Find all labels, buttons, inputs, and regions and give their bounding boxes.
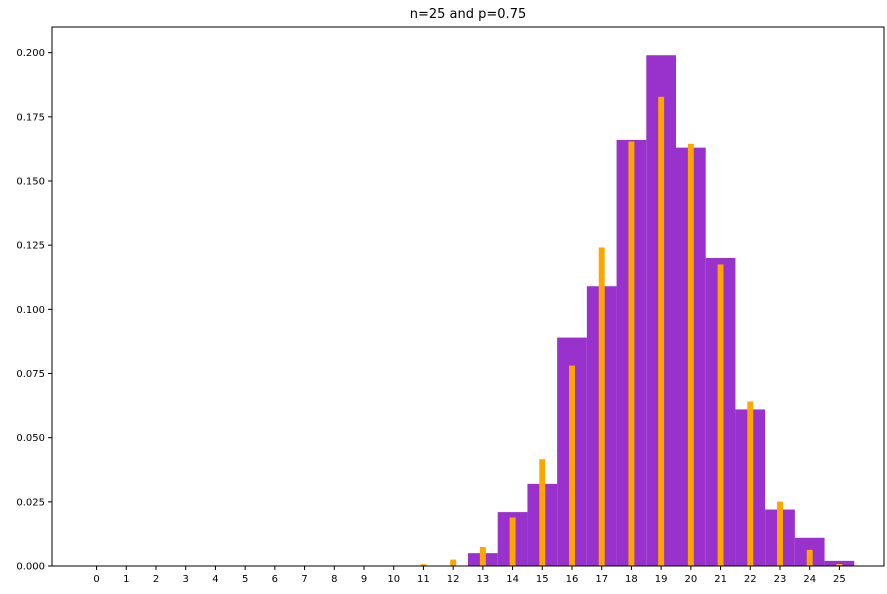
x-tick-label: 6 bbox=[272, 574, 278, 585]
x-tick-label: 11 bbox=[417, 574, 430, 585]
x-tick-label: 17 bbox=[595, 574, 608, 585]
y-tick-label: 0.200 bbox=[16, 48, 45, 59]
bar-probability bbox=[509, 517, 516, 566]
y-tick-label: 0.075 bbox=[16, 369, 45, 380]
y-tick-label: 0.175 bbox=[16, 112, 45, 123]
y-tick-label: 0.100 bbox=[16, 305, 45, 316]
x-tick-label: 12 bbox=[447, 574, 460, 585]
x-tick-label: 16 bbox=[566, 574, 579, 585]
x-tick-label: 21 bbox=[714, 574, 727, 585]
x-tick-label: 1 bbox=[123, 574, 129, 585]
y-tick-label: 0.000 bbox=[16, 562, 45, 573]
x-tick-label: 19 bbox=[655, 574, 668, 585]
bar-probability bbox=[836, 563, 843, 566]
x-tick-label: 2 bbox=[153, 574, 159, 585]
x-tick-label: 3 bbox=[183, 574, 189, 585]
x-tick-label: 10 bbox=[387, 574, 400, 585]
x-tick-label: 25 bbox=[833, 574, 846, 585]
bar-probability bbox=[539, 459, 546, 566]
bar-probability bbox=[479, 547, 486, 566]
bar-histogram bbox=[824, 560, 855, 566]
chart-title: n=25 and p=0.75 bbox=[410, 7, 527, 22]
bar-probability bbox=[658, 96, 665, 567]
bar-probability bbox=[747, 401, 754, 566]
x-tick-label: 4 bbox=[212, 574, 218, 585]
x-tick-label: 8 bbox=[331, 574, 337, 585]
bar-probability bbox=[717, 264, 724, 566]
bar-probability bbox=[420, 564, 427, 566]
y-tick-label: 0.125 bbox=[16, 241, 45, 252]
x-tick-label: 13 bbox=[476, 574, 489, 585]
bar-probability bbox=[569, 365, 575, 566]
bar-probability bbox=[777, 501, 783, 566]
y-tick-label: 0.050 bbox=[16, 433, 45, 444]
plot-frame bbox=[51, 26, 885, 567]
bar-probability bbox=[598, 247, 605, 566]
x-tick-label: 14 bbox=[506, 574, 519, 585]
x-tick-label: 9 bbox=[361, 574, 367, 585]
x-tick-label: 20 bbox=[684, 574, 697, 585]
x-tick-label: 7 bbox=[301, 574, 307, 585]
x-tick-label: 15 bbox=[536, 574, 549, 585]
bar-probability bbox=[628, 141, 635, 566]
x-tick-label: 0 bbox=[93, 574, 99, 585]
bars-layer bbox=[390, 55, 855, 567]
x-tick-label: 23 bbox=[774, 574, 787, 585]
y-tick-label: 0.025 bbox=[16, 497, 45, 508]
bar-probability bbox=[806, 549, 813, 566]
bar-probability bbox=[687, 143, 694, 567]
x-tick-label: 18 bbox=[625, 574, 638, 585]
axes-layer: 0 1 2 3 4 5 6 7 8 9 10 11 12 13 14 15 16 17 18 19 20 21 22 23 24… bbox=[16, 26, 885, 585]
x-tick-label: 5 bbox=[242, 574, 248, 585]
x-tick-label: 24 bbox=[803, 574, 816, 585]
y-tick-label: 0.150 bbox=[16, 177, 45, 188]
x-tick-label: 22 bbox=[744, 574, 757, 585]
bar-probability bbox=[450, 559, 457, 566]
